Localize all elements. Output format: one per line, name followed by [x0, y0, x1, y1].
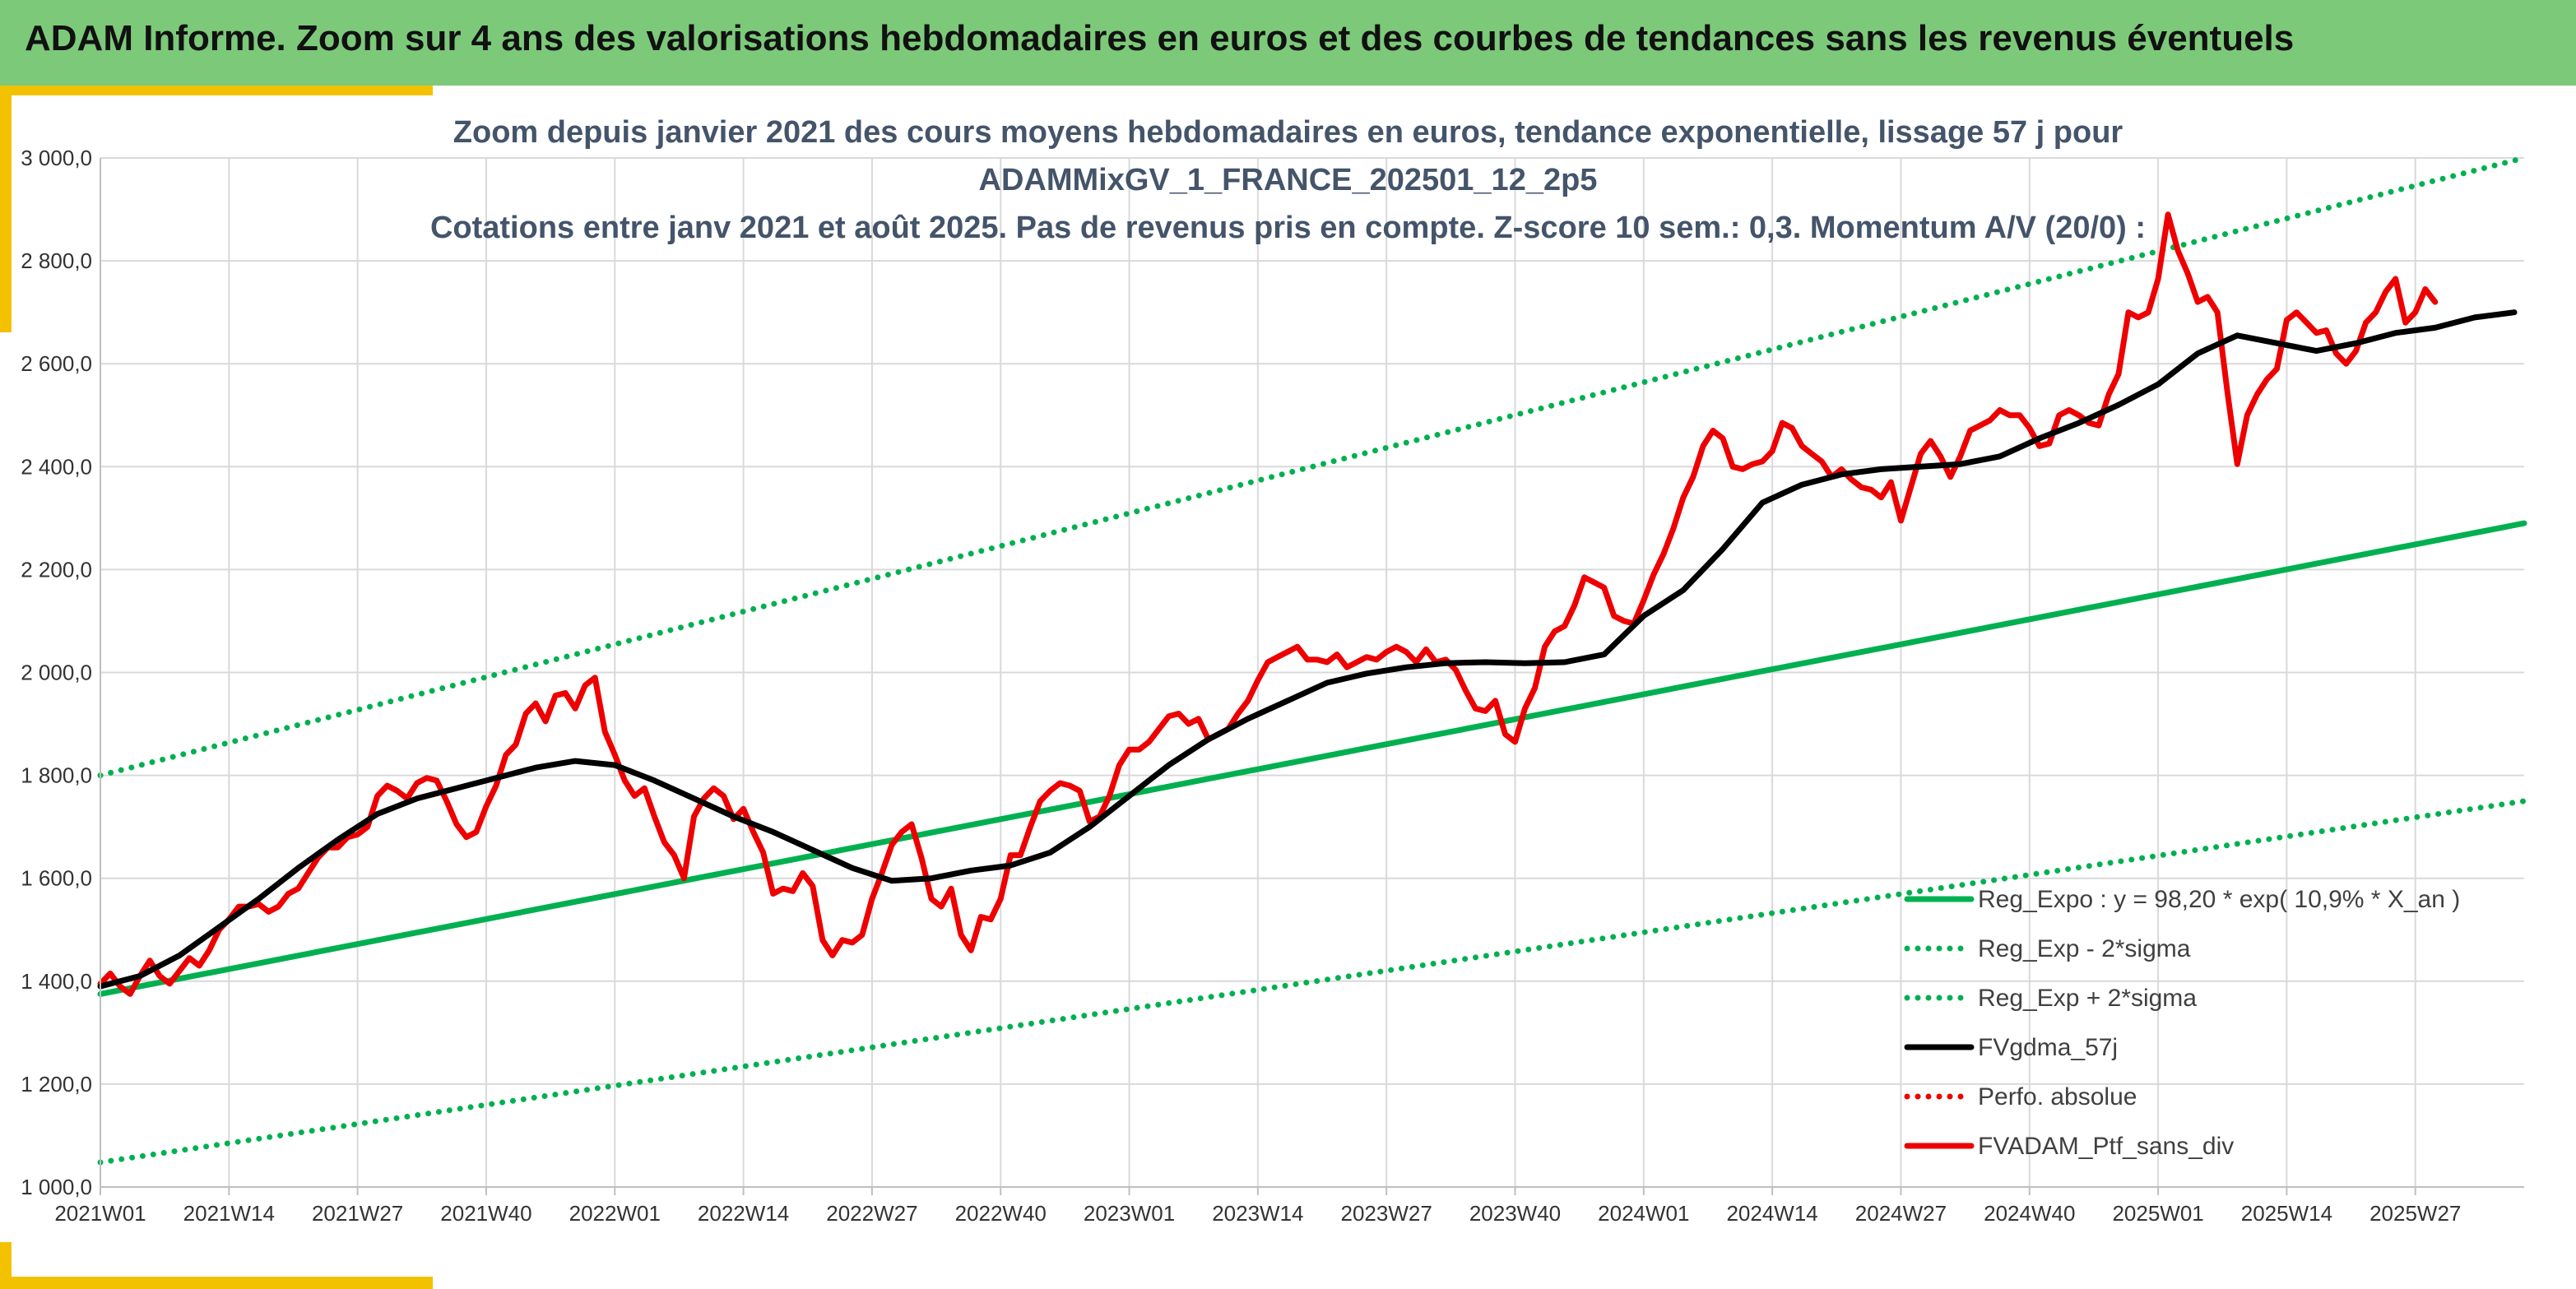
legend-label: Reg_Expo : y = 98,20 * exp( 10,9% * X_an…: [1978, 886, 2460, 913]
x-tick-label: 2022W01: [569, 1201, 661, 1226]
x-tick-label: 2025W27: [2369, 1201, 2461, 1226]
legend-label: FVgdma_57j: [1978, 1034, 2118, 1061]
y-tick-label: 2 400,0: [21, 454, 92, 479]
y-tick-label: 2 000,0: [21, 661, 92, 685]
x-tick-label: 2024W40: [1984, 1201, 2075, 1226]
x-tick-label: 2024W01: [1598, 1201, 1689, 1226]
x-tick-label: 2025W14: [2241, 1201, 2332, 1226]
y-tick-label: 2 600,0: [21, 351, 92, 376]
chart-subtitle-line-3: Cotations entre janv 2021 et août 2025. …: [429, 211, 2147, 245]
legend-label: Perfo. absolue: [1978, 1083, 2137, 1110]
axis-layer: 1 000,0 1 200,0 1 400,0 1 600,0 1 800,0 2 000…: [21, 146, 2524, 1226]
chart-subtitle-line-1: Zoom depuis janvier 2021 des cours moyen…: [453, 115, 2123, 150]
x-tick-label: 2025W01: [2112, 1201, 2203, 1226]
page-title: ADAM Informe. Zoom sur 4 ans des valoris…: [25, 18, 2295, 58]
series-line-3: [97, 309, 2518, 990]
x-tick-label: 2022W14: [698, 1201, 789, 1226]
series-line-2: [97, 155, 2527, 779]
x-tick-label: 2023W01: [1084, 1201, 1175, 1226]
header-bar: ADAM Informe. Zoom sur 4 ans des valoris…: [0, 0, 2576, 86]
x-tick-label: 2022W27: [826, 1201, 917, 1226]
y-tick-label: 1 600,0: [21, 866, 92, 891]
legend-label: FVADAM_Ptf_sans_div: [1978, 1133, 2234, 1160]
y-tick-label: 3 000,0: [21, 146, 92, 170]
x-tick-label: 2021W40: [440, 1201, 531, 1226]
y-tick-label: 1 800,0: [21, 763, 92, 788]
series-line-0: [97, 520, 2527, 997]
legend-label: Reg_Exp - 2*sigma: [1978, 935, 2191, 962]
legend: Reg_Expo : y = 98,20 * exp( 10,9% * X_an…: [1904, 886, 2460, 1160]
accent-bar-bottom: [0, 1277, 433, 1289]
series-line-1: [97, 798, 2527, 1166]
accent-bar-top: [0, 86, 433, 95]
x-tick-label: 2024W14: [1726, 1201, 1817, 1226]
y-tick-label: 2 200,0: [21, 557, 92, 582]
x-tick-label: 2023W40: [1469, 1201, 1561, 1226]
y-tick-label: 2 800,0: [21, 248, 92, 273]
x-tick-label: 2021W27: [312, 1201, 403, 1226]
y-tick-label: 1 200,0: [21, 1072, 92, 1097]
x-tick-label: 2024W27: [1855, 1201, 1947, 1226]
x-tick-label: 2021W01: [54, 1201, 146, 1226]
y-tick-label: 1 000,0: [21, 1175, 92, 1199]
y-tick-label: 1 400,0: [21, 969, 92, 994]
x-tick-label: 2023W27: [1341, 1201, 1432, 1226]
chart-subtitle-line-2: ADAMMixGV_1_FRANCE_202501_12_2p5: [978, 163, 1598, 197]
chart-subtitle: Zoom depuis janvier 2021 des cours moyen…: [0, 109, 2576, 252]
series-layer: [97, 155, 2527, 1166]
accent-bar-left: [0, 86, 12, 332]
grid-layer: [100, 157, 2524, 1188]
x-tick-label: 2022W40: [955, 1201, 1047, 1226]
legend-label: Reg_Exp + 2*sigma: [1978, 985, 2197, 1012]
x-tick-label: 2021W14: [183, 1201, 275, 1226]
x-tick-label: 2023W14: [1212, 1201, 1303, 1226]
series-line-5: [97, 211, 2439, 997]
